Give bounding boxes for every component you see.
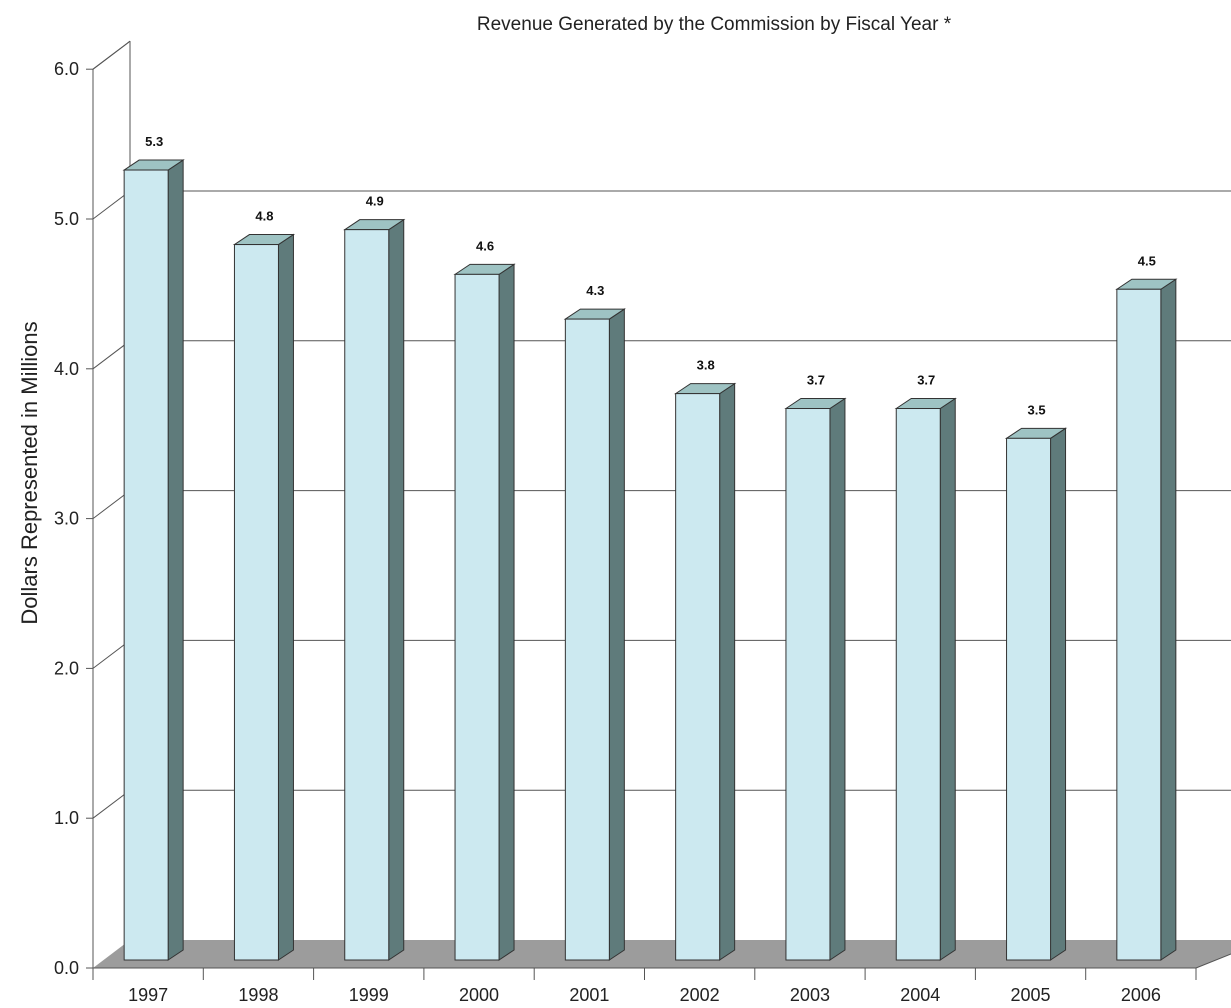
value-label-2003: 3.7: [807, 373, 825, 388]
y-tick-label: 5.0: [54, 209, 79, 229]
x-tick-label-2002: 2002: [680, 985, 720, 1005]
x-axis-ticks: 1997 1998 1999 2000 2001 2002 2003 2004 2005 2006: [92, 968, 1197, 1005]
x-tick-label-2004: 2004: [900, 985, 940, 1005]
bar-front-face: [785, 408, 831, 961]
x-tick-label-2000: 2000: [459, 985, 499, 1005]
bar-2001: [563, 308, 627, 961]
bar-2004: [894, 397, 957, 961]
x-tick-label-2006: 2006: [1121, 985, 1161, 1005]
bar-front-face: [344, 229, 390, 961]
bar-side-face: [1050, 427, 1067, 961]
y-axis-ticks: 0.0 1.0 2.0 3.0 4.0 5.0 6.0: [54, 59, 93, 978]
bars: [122, 159, 1178, 961]
bar-side-face: [939, 397, 956, 961]
bar-2000: [453, 263, 516, 961]
bar-2002: [673, 382, 737, 961]
value-label-2005: 3.5: [1028, 402, 1046, 417]
bar-2005: [1004, 427, 1068, 961]
bar-side-face: [719, 382, 736, 961]
y-axis-label: Dollars Represented in Millions: [17, 321, 42, 624]
bar-side-face: [388, 218, 405, 961]
floor-right-edge: [1195, 953, 1231, 969]
value-label-1998: 4.8: [255, 209, 273, 224]
bar-side-face: [1160, 278, 1177, 961]
value-label-2001: 4.3: [586, 283, 604, 298]
value-label-2004: 3.7: [917, 373, 935, 388]
bar-front-face: [1116, 288, 1162, 961]
chart-title: Revenue Generated by the Commission by F…: [477, 14, 952, 35]
bar-side-face: [608, 308, 625, 961]
side-gridline: [92, 40, 131, 70]
bar-front-face: [123, 169, 169, 961]
value-labels: 5.3 4.8 4.9 4.6 4.3 3.8 3.7 3.7 3.5 4.5: [145, 134, 1156, 417]
y-tick-label: 4.0: [54, 359, 79, 379]
bar-front-face: [895, 408, 941, 961]
bar-front-face: [675, 393, 721, 961]
bar-front-face: [564, 318, 610, 961]
y-tick-label: 1.0: [54, 808, 79, 828]
bar-side-face: [167, 159, 184, 961]
bar-front-face: [1006, 437, 1052, 961]
value-label-1999: 4.9: [366, 194, 384, 209]
x-tick-label-1997: 1997: [128, 985, 168, 1005]
bar-2006: [1115, 278, 1178, 961]
bar-1998: [232, 233, 296, 961]
y-tick-label: 2.0: [54, 658, 79, 678]
y-tick-label: 3.0: [54, 509, 79, 529]
x-tick-label-1998: 1998: [238, 985, 278, 1005]
bar-side-face: [829, 397, 846, 961]
x-tick-label-1999: 1999: [349, 985, 389, 1005]
bar-side-face: [277, 233, 294, 961]
x-tick-label-2005: 2005: [1011, 985, 1051, 1005]
x-tick-label-2003: 2003: [790, 985, 830, 1005]
bar-1997: [122, 159, 185, 961]
value-label-2006: 4.5: [1138, 253, 1156, 268]
value-label-1997: 5.3: [145, 134, 163, 149]
bar-front-face: [233, 244, 279, 961]
x-tick-label-2001: 2001: [569, 985, 609, 1005]
bar-1999: [343, 218, 406, 961]
value-label-2002: 3.8: [697, 358, 715, 373]
y-tick-label: 6.0: [54, 59, 79, 79]
y-tick-label: 0.0: [54, 958, 79, 978]
bar-2003: [784, 397, 847, 961]
bar-side-face: [498, 263, 515, 961]
value-label-2000: 4.6: [476, 238, 494, 253]
bar-front-face: [454, 273, 500, 961]
